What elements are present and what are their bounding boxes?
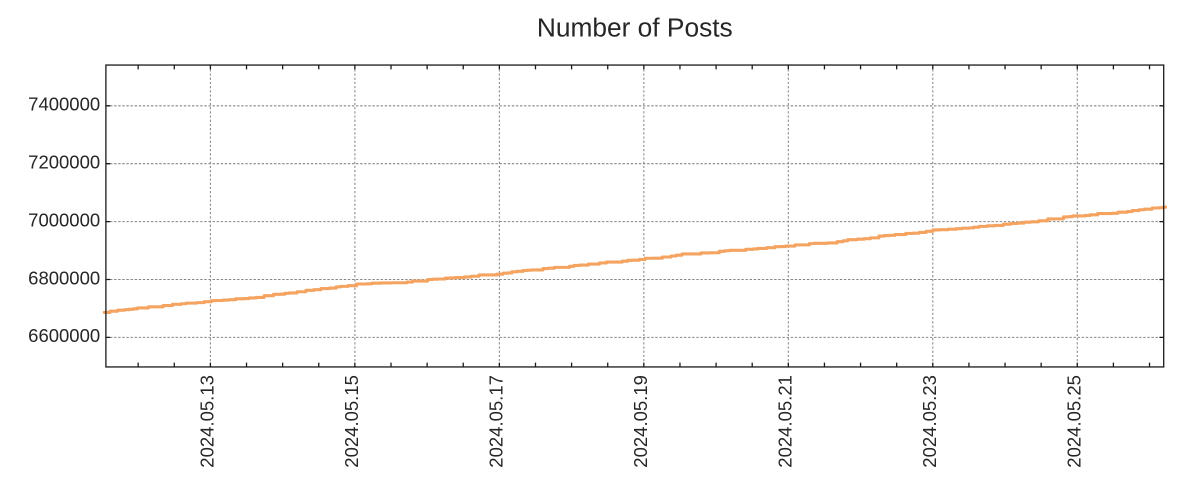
svg-text:Number of Posts: Number of Posts bbox=[537, 13, 733, 43]
svg-text:6600000: 6600000 bbox=[28, 325, 100, 346]
svg-text:6800000: 6800000 bbox=[28, 267, 100, 288]
svg-text:2024.05.15: 2024.05.15 bbox=[341, 375, 362, 468]
svg-text:2024.05.23: 2024.05.23 bbox=[919, 375, 940, 468]
svg-text:7000000: 7000000 bbox=[28, 209, 100, 230]
svg-text:2024.05.17: 2024.05.17 bbox=[486, 375, 507, 468]
svg-text:7200000: 7200000 bbox=[28, 152, 100, 173]
svg-text:2024.05.19: 2024.05.19 bbox=[630, 375, 651, 468]
svg-text:2024.05.13: 2024.05.13 bbox=[197, 375, 218, 468]
svg-text:2024.05.25: 2024.05.25 bbox=[1063, 375, 1084, 468]
svg-text:2024.05.21: 2024.05.21 bbox=[775, 375, 796, 468]
svg-text:7400000: 7400000 bbox=[28, 94, 100, 115]
